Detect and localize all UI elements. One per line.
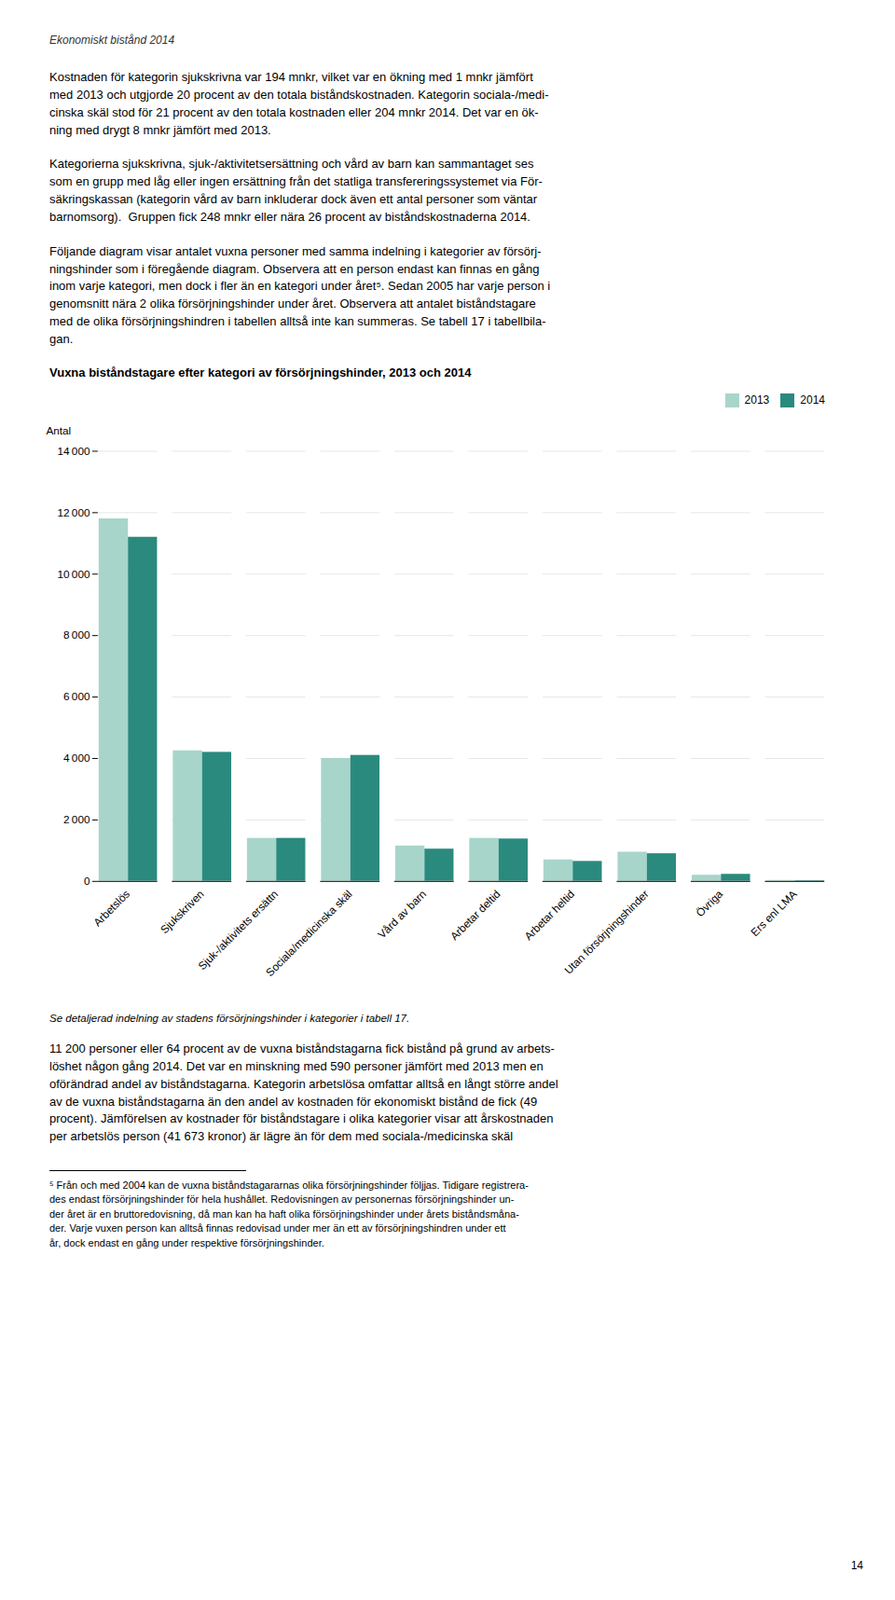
svg-text:Sjuk-/aktivitets ersättn: Sjuk-/aktivitets ersättn xyxy=(195,887,281,973)
svg-text:12 000: 12 000 xyxy=(56,505,91,518)
svg-text:6 000: 6 000 xyxy=(63,689,91,703)
svg-text:Arbetslös: Arbetslös xyxy=(90,887,132,929)
html-text:⁵ Från och med 2004 kan de vux: ⁵ Från och med 2004 kan de vuxna bistånd… xyxy=(49,1179,529,1249)
svg-text:Sociala/medicinska skäl: Sociala/medicinska skäl xyxy=(262,887,355,979)
svg-text:Ers enl LMA: Ers enl LMA xyxy=(747,886,799,938)
svg-text:10 000: 10 000 xyxy=(56,566,91,579)
html-text:Kostnaden för kategorin sjuksk: Kostnaden för kategorin sjukskrivna var … xyxy=(49,69,549,137)
html-text:2014: 2014 xyxy=(800,393,826,407)
html-text:14: 14 xyxy=(850,1558,864,1572)
svg-text:2 000: 2 000 xyxy=(63,812,91,826)
html-text:Se detaljerad indelning av sta: Se detaljerad indelning av stadens försö… xyxy=(49,1012,410,1024)
svg-text:14 000: 14 000 xyxy=(56,444,91,457)
svg-text:Arbetar deltid: Arbetar deltid xyxy=(447,887,503,943)
html-text:Kategorierna sjukskrivna, sjuk: Kategorierna sjukskrivna, sjuk-/aktivite… xyxy=(49,156,543,224)
svg-text:8 000: 8 000 xyxy=(63,628,91,641)
svg-text:4 000: 4 000 xyxy=(63,751,91,764)
svg-text:Sjukskriven: Sjukskriven xyxy=(157,887,207,937)
html-text:Ekonomiskt bistånd 2014: Ekonomiskt bistånd 2014 xyxy=(49,33,175,47)
html-text:11 200 personer eller 64 proce: 11 200 personer eller 64 procent av de v… xyxy=(49,1041,559,1144)
svg-text:Övriga: Övriga xyxy=(693,886,726,919)
html-text:Följande diagram visar antalet: Följande diagram visar antalet vuxna per… xyxy=(49,244,551,346)
svg-text:Arbetar heltid: Arbetar heltid xyxy=(522,887,578,943)
html-text:2013: 2013 xyxy=(744,393,770,407)
svg-text:Utan försörjningshinder: Utan försörjningshinder xyxy=(562,887,651,977)
svg-text:Vård av barn: Vård av barn xyxy=(375,887,429,941)
html-text:Vuxna biståndstagare efter kat: Vuxna biståndstagare efter kategori av f… xyxy=(49,365,472,380)
svg-text:0: 0 xyxy=(83,874,91,887)
svg-text:Antal: Antal xyxy=(45,424,71,437)
